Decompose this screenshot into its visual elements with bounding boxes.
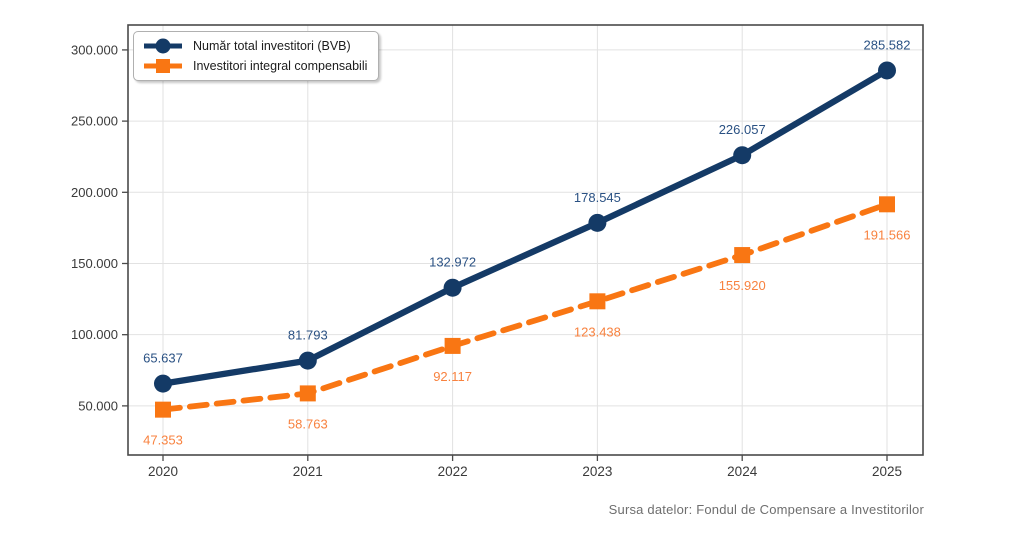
y-tick-label: 300.000 — [71, 42, 118, 57]
data-point-label: 178.545 — [574, 190, 621, 205]
y-tick-label: 100.000 — [71, 327, 118, 342]
y-tick-label: 150.000 — [71, 256, 118, 271]
data-point-label: 226.057 — [719, 122, 766, 137]
plot-border — [127, 24, 924, 456]
legend-label-total-investors: Număr total investitori (BVB) — [193, 39, 351, 53]
data-point-marker — [878, 61, 896, 80]
data-point-label: 81.793 — [288, 328, 328, 343]
data-point-marker — [154, 374, 172, 393]
x-tick-label: 2021 — [293, 464, 323, 479]
y-tick-label: 200.000 — [71, 185, 118, 200]
data-point-label: 123.438 — [574, 324, 621, 339]
data-point-marker — [734, 247, 751, 264]
data-point-marker — [589, 293, 606, 310]
legend-label-compensable-investors: Investitori integral compensabili — [193, 59, 368, 73]
data-point-label: 47.353 — [143, 433, 183, 448]
data-point-label: 58.763 — [288, 416, 328, 431]
data-point-label: 92.117 — [433, 369, 472, 384]
series-line-1 — [160, 201, 890, 413]
data-point-marker — [299, 385, 316, 402]
x-tick-label: 2020 — [148, 464, 178, 479]
chart-legend: Număr total investitori (BVB) Investitor… — [133, 31, 380, 81]
y-tick-label: 250.000 — [71, 114, 118, 129]
y-tick-label: 50.000 — [78, 398, 118, 413]
data-point-label: 155.920 — [719, 278, 766, 293]
data-point-marker — [444, 337, 461, 354]
data-point-label: 65.637 — [143, 351, 183, 366]
data-point-marker — [879, 196, 895, 213]
x-tick-label: 2024 — [727, 464, 758, 479]
data-point-marker — [733, 146, 752, 165]
data-point-marker — [298, 351, 317, 370]
legend-item-total-investors: Număr total investitori (BVB) — [142, 37, 367, 55]
x-tick-label: 2023 — [582, 464, 612, 479]
data-point-marker — [155, 401, 171, 418]
x-tick-label: 2022 — [438, 464, 468, 479]
legend-item-compensable-investors: Investitori integral compensabili — [142, 57, 367, 75]
data-point-label: 285.582 — [864, 37, 911, 52]
legend-line-circle-icon — [144, 38, 182, 54]
source-note: Sursa datelor: Fondul de Compensare a In… — [608, 502, 924, 517]
data-point-marker — [443, 278, 462, 297]
legend-line-square-icon — [144, 59, 182, 73]
data-point-marker — [588, 213, 607, 232]
series-line-0 — [159, 67, 891, 387]
data-point-label: 132.972 — [429, 255, 476, 270]
data-point-label: 191.566 — [864, 227, 911, 242]
x-tick-label: 2025 — [872, 464, 902, 479]
